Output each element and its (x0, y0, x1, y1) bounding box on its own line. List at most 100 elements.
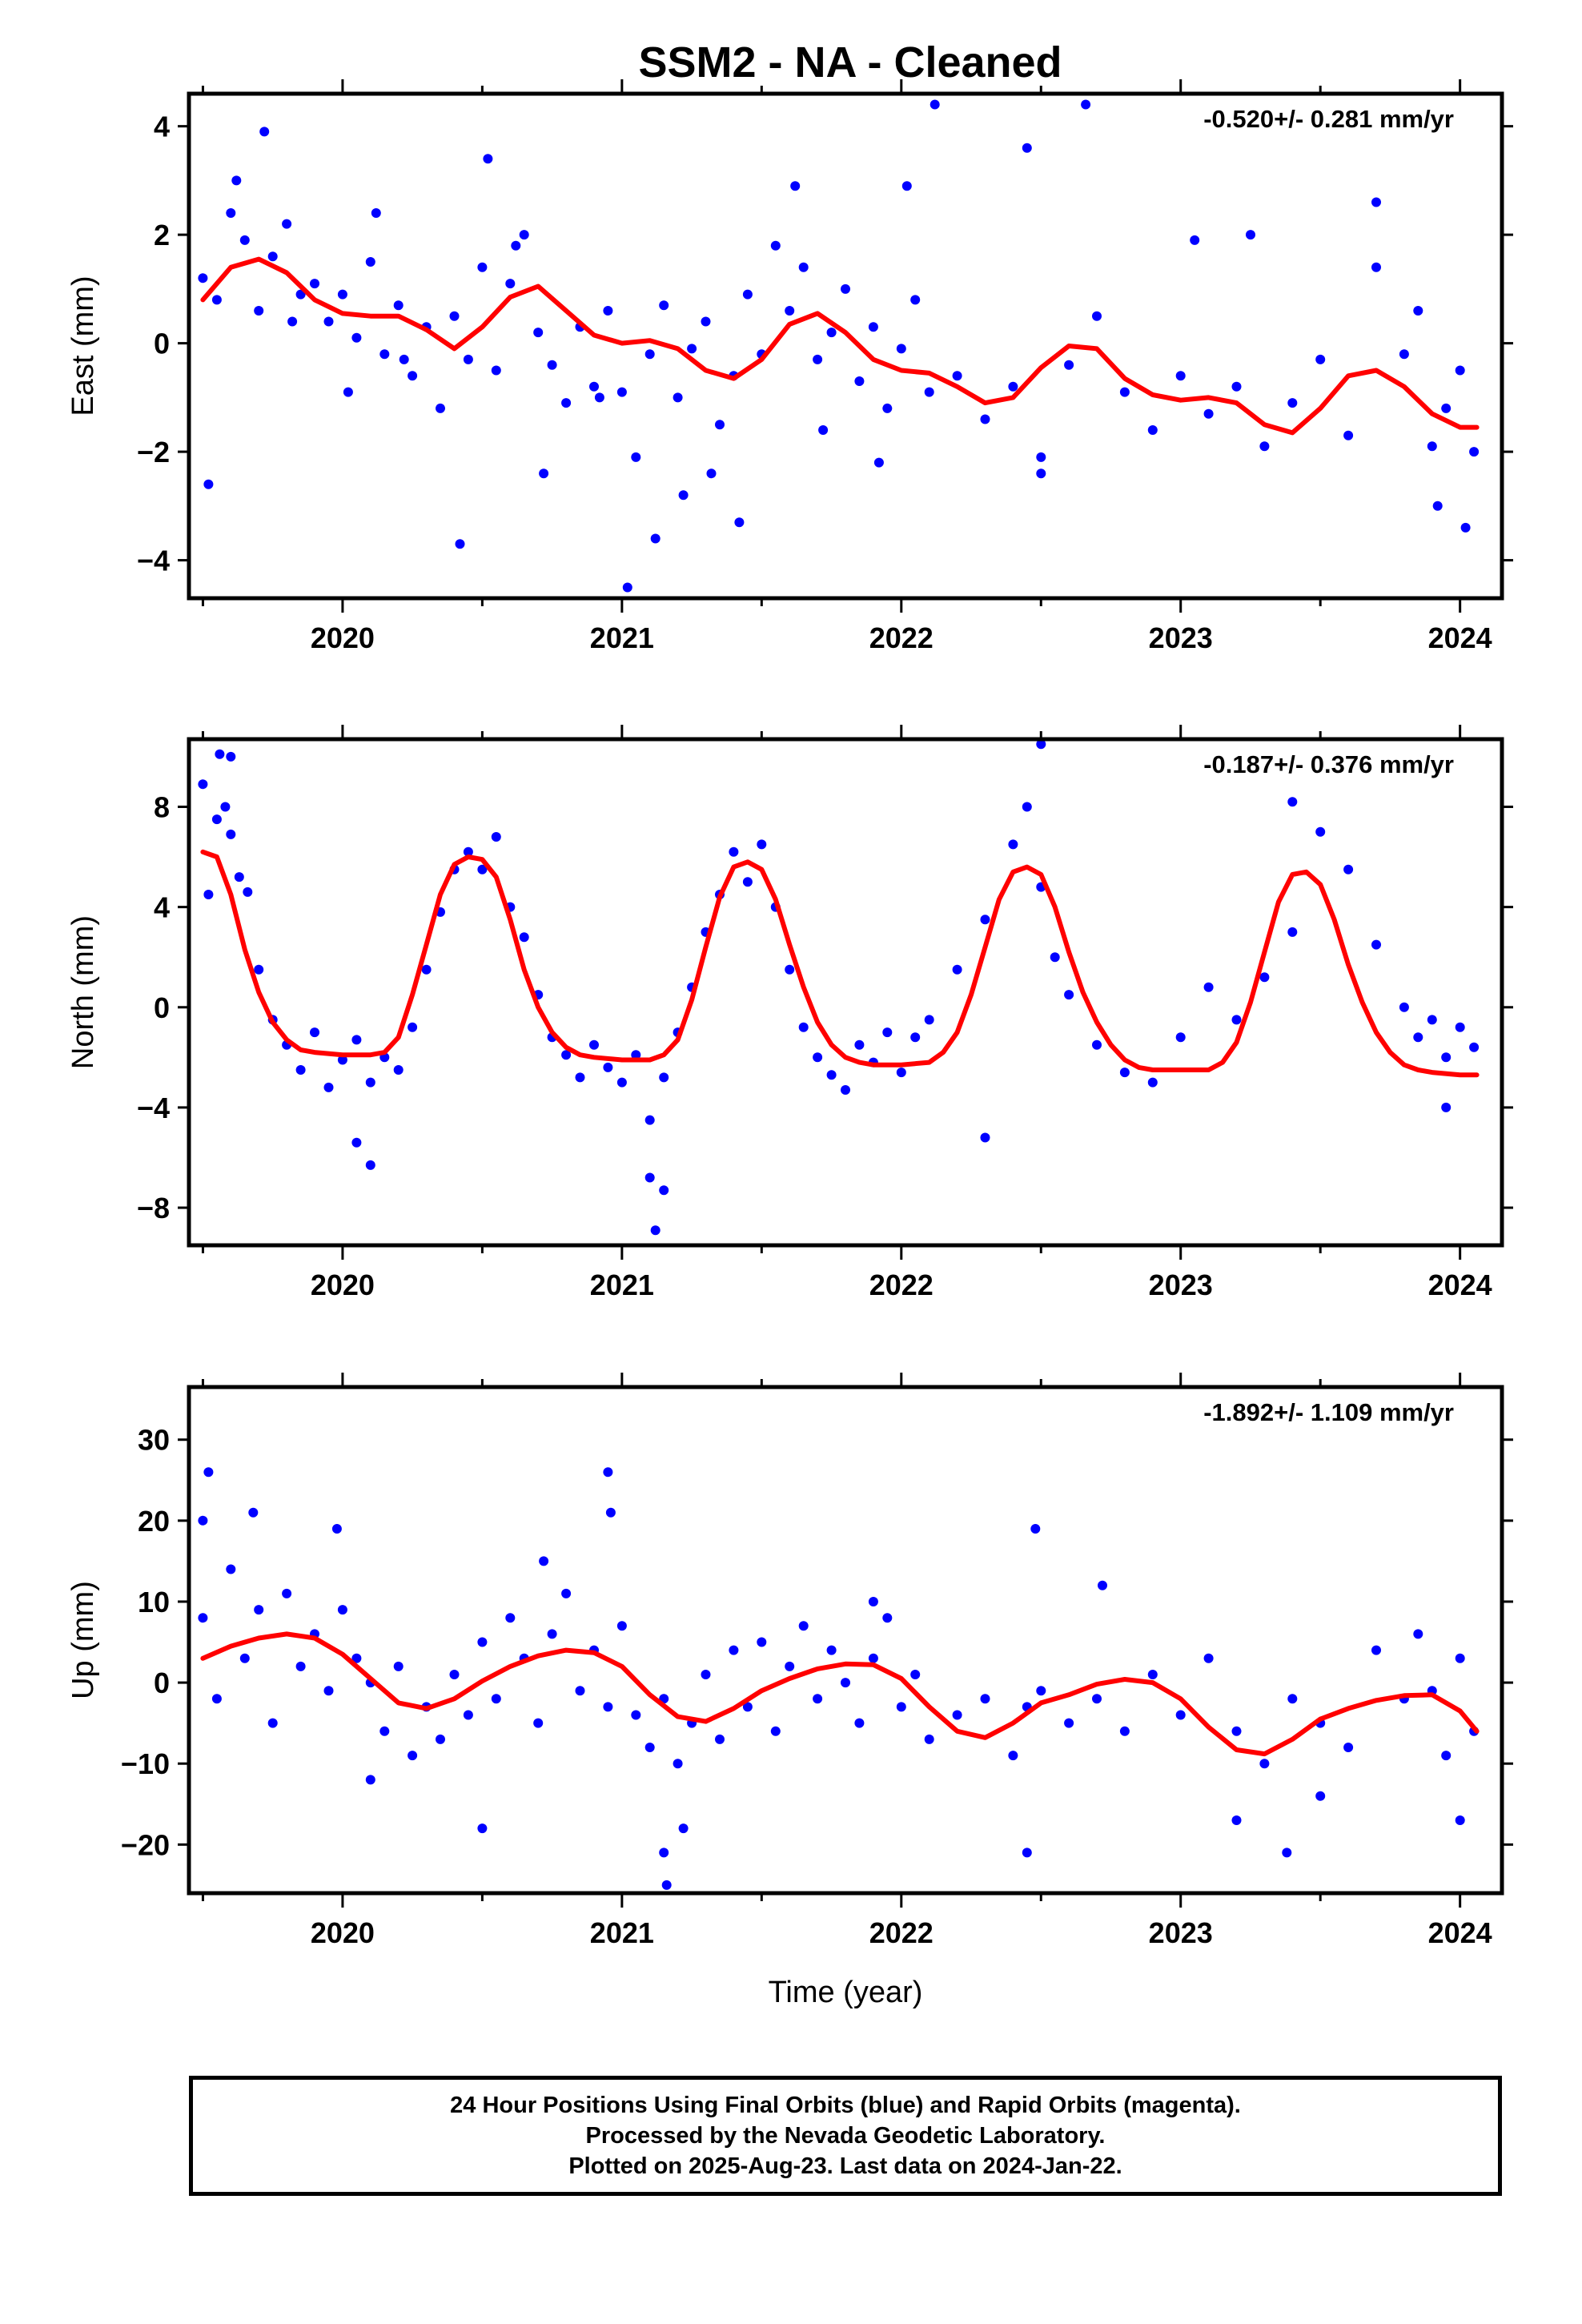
data-point (351, 1137, 362, 1148)
data-point (215, 749, 225, 759)
data-point (882, 1027, 893, 1038)
data-point (226, 751, 236, 762)
data-point (980, 414, 990, 424)
data-point (882, 1613, 893, 1623)
data-point (924, 1734, 934, 1744)
data-point (813, 1694, 823, 1704)
data-point (673, 1759, 683, 1769)
data-point (616, 1621, 627, 1631)
data-point (254, 1605, 264, 1615)
data-point (1231, 1726, 1242, 1736)
data-point (1175, 371, 1186, 381)
x-tick-label: 2021 (590, 1269, 654, 1301)
data-point (1147, 1077, 1158, 1088)
data-point (650, 1225, 661, 1236)
y-axis-label: East (mm) (66, 275, 100, 416)
data-point (203, 1467, 214, 1478)
data-point (1259, 1759, 1270, 1769)
data-point (631, 1050, 641, 1060)
data-point (203, 890, 214, 899)
data-point (841, 283, 850, 294)
data-point (203, 479, 214, 489)
data-point (1455, 1653, 1465, 1663)
x-axis-label: Time (year) (769, 1976, 923, 2009)
data-point (742, 877, 753, 887)
data-point (826, 328, 837, 338)
x-tick-label: 2020 (311, 1916, 375, 1949)
data-point (393, 1661, 404, 1671)
data-point (282, 1588, 292, 1598)
y-tick-label: −4 (137, 1092, 170, 1124)
data-point (603, 1702, 613, 1712)
data-points (198, 1467, 1480, 1890)
data-point (436, 1734, 445, 1744)
x-tick-label: 2024 (1428, 1916, 1492, 1949)
data-point (644, 1743, 655, 1752)
data-point (351, 1653, 362, 1663)
y-tick-label: 2 (154, 219, 170, 251)
data-point (1064, 1718, 1074, 1728)
data-point (1343, 430, 1354, 440)
data-point (1175, 1710, 1186, 1720)
rate-annotation: -1.892+/- 1.109 mm/yr (1203, 1398, 1454, 1426)
data-point (323, 1082, 334, 1092)
data-point (924, 387, 934, 397)
data-point (785, 1661, 795, 1671)
data-point (561, 398, 572, 408)
data-point (616, 1077, 627, 1088)
data-point (742, 289, 753, 300)
data-point (323, 316, 334, 327)
data-point (539, 468, 549, 479)
data-point (790, 181, 801, 191)
data-point (715, 420, 725, 430)
north-panel: −8 −4 0 4 8 2020 2021 2022 2023 2024 North (mm) -0.… (66, 725, 1513, 1301)
data-point (211, 814, 222, 825)
data-point (813, 1052, 823, 1063)
data-point (337, 1055, 347, 1065)
data-point (785, 306, 795, 316)
data-point (1441, 403, 1452, 413)
data-point (1343, 864, 1354, 875)
data-point (952, 371, 962, 381)
data-point (365, 257, 375, 267)
x-tick-label: 2024 (1428, 621, 1492, 654)
data-point (659, 1185, 669, 1196)
data-point (854, 1718, 865, 1728)
data-point (1064, 360, 1074, 370)
data-point (868, 1653, 878, 1663)
rate-annotation: -0.520+/- 0.281 mm/yr (1203, 105, 1454, 133)
x-tick-label: 2023 (1149, 621, 1213, 654)
data-point (365, 1077, 375, 1088)
data-point (421, 964, 432, 975)
data-point (1008, 381, 1018, 392)
data-point (589, 1039, 599, 1050)
data-point (1036, 1686, 1046, 1696)
data-point (365, 1160, 375, 1170)
data-point (868, 322, 878, 332)
data-point (1050, 952, 1060, 963)
data-point (701, 1670, 711, 1679)
data-point (449, 311, 460, 321)
data-point (882, 403, 893, 413)
data-point (1432, 501, 1443, 511)
data-point (1231, 1815, 1242, 1825)
data-point (1413, 1629, 1423, 1639)
data-point (1371, 939, 1381, 950)
data-point (295, 1065, 306, 1075)
plot-frame (187, 91, 1504, 601)
y-tick-label: −10 (121, 1747, 170, 1780)
data-point (539, 1556, 549, 1566)
data-point (1147, 425, 1158, 435)
x-tick-label: 2022 (869, 1269, 934, 1301)
data-point (198, 1613, 208, 1623)
data-point (1119, 1068, 1130, 1078)
footer-line-1: 24 Hour Positions Using Final Orbits (bl… (450, 2093, 1241, 2118)
data-point (310, 1027, 319, 1038)
data-point (211, 1694, 222, 1704)
data-point (603, 306, 613, 316)
data-point (910, 295, 921, 305)
data-point (757, 839, 767, 850)
data-point (267, 1718, 278, 1728)
data-point (337, 289, 347, 300)
data-point (1371, 262, 1381, 272)
